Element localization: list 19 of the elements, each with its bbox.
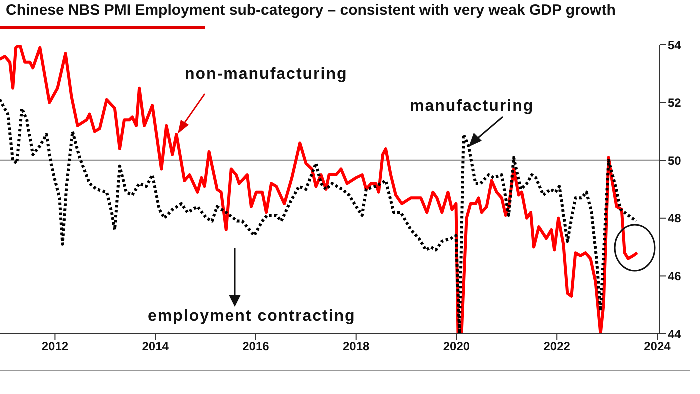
y-tick-label: 44 — [668, 327, 682, 342]
annotation: non-manufacturing — [185, 66, 348, 84]
annotation: employment contracting — [148, 308, 356, 326]
line-series — [0, 98, 638, 334]
annotation: manufacturing — [410, 98, 534, 116]
y-tick-label: 54 — [668, 38, 682, 52]
chart-title: Chinese NBS PMI Employment sub-category – consistent with very weak GDP growth — [6, 2, 616, 19]
x-tick-label: 2016 — [242, 340, 270, 354]
x-tick-label: 2018 — [343, 340, 370, 354]
x-tick-label: 2014 — [142, 340, 170, 354]
y-tick-label: 50 — [668, 154, 682, 168]
x-tick-label: 2022 — [544, 340, 571, 354]
y-tick-label: 46 — [668, 269, 682, 284]
x-tick-label: 2020 — [443, 340, 470, 354]
x-tick-label: 2012 — [42, 340, 69, 354]
line-series — [0, 45, 639, 334]
x-tick-label: 2024 — [644, 340, 672, 354]
y-tick-label: 52 — [668, 96, 682, 110]
y-tick-label: 48 — [668, 212, 682, 226]
